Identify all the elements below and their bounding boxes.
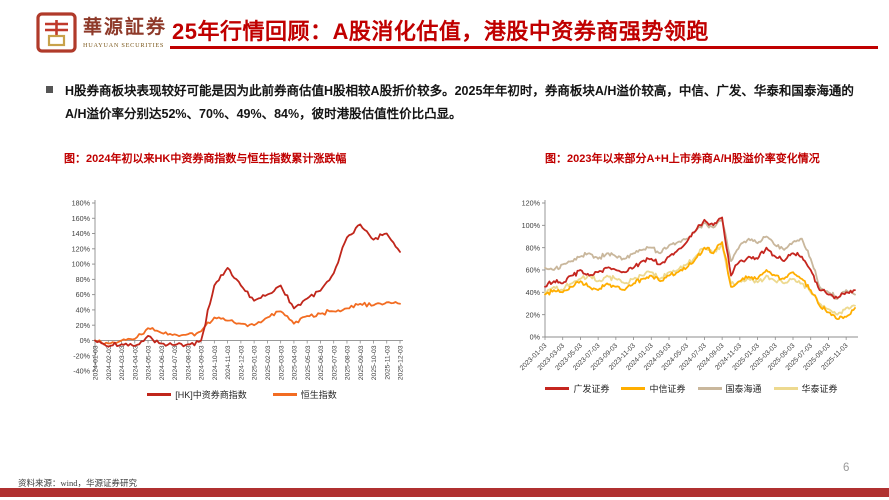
svg-text:2024-06-03: 2024-06-03 [159,345,166,380]
svg-text:2024-12-03: 2024-12-03 [238,345,245,380]
left-chart-canvas: -40% -20% 0% 20% 40% 60% 80% 100% 120% 140% 160% 18… [72,199,405,381]
svg-text:2024-08-03: 2024-08-03 [185,345,192,380]
legend-item: 中信证券 [621,382,686,395]
legend-item: 国泰海通 [697,382,762,395]
right-chart-legend: 广发证券 中信证券 国泰海通 华泰证券 [505,382,878,395]
bullet-text: H股券商板块表现较好可能是因为此前券商估值H股相较A股折价较多。2025年年初时… [65,84,854,122]
svg-text:2025-05-03: 2025-05-03 [305,345,312,380]
svg-text:2024-05-03: 2024-05-03 [146,345,153,380]
bullet-marker-icon [46,86,53,93]
legend-item: [HK]中资券商指数 [147,388,247,401]
svg-text:100%: 100% [522,221,541,230]
logo-text: 華源証券 HUAYUAN SECURITIES [83,16,193,49]
svg-text:40%: 40% [526,288,541,297]
svg-text:80%: 80% [526,243,541,252]
svg-text:120%: 120% [522,199,541,208]
svg-text:2024-03-03: 2024-03-03 [119,345,126,380]
page-number: 6 [843,462,850,474]
series-line-广发证券 [544,216,856,300]
legend-item: 恒生指数 [272,388,337,401]
right-chart-canvas: 0%20%40%60%80%100%120%2023-01-032023-03-… [519,199,858,372]
svg-text:100%: 100% [72,260,91,269]
svg-text:-40%: -40% [73,367,90,376]
legend-label: [HK]中资券商指数 [175,390,247,400]
svg-text:2025-10-03: 2025-10-03 [371,345,378,380]
svg-text:80%: 80% [76,275,91,284]
svg-text:0%: 0% [530,333,541,342]
svg-text:2025-09-03: 2025-09-03 [358,345,365,380]
svg-text:2025-04-03: 2025-04-03 [292,345,299,380]
svg-text:2025-03-03: 2025-03-03 [278,345,285,380]
page-title: 25年行情回顾：A股消化估值，港股中资券商强势领跑 [172,19,709,44]
title-rule [170,46,878,49]
svg-text:60%: 60% [526,266,541,275]
legend-item: 华泰证券 [773,382,838,395]
series-line-国泰海通 [544,218,856,300]
legend-line-swatch [621,387,646,390]
legend-label: 华泰证券 [801,384,838,394]
svg-text:60%: 60% [76,290,91,299]
right-chart-title: 图：2023年以来部分A+H上市券商A/H股溢价率变化情况 [545,153,820,165]
svg-text:-20%: -20% [73,351,90,360]
bullet-row: H股券商板块表现较好可能是因为此前券商估值H股相较A股折价较多。2025年年初时… [46,80,854,126]
legend-label: 广发证券 [573,384,610,394]
logo-name-en: HUAYUAN SECURITIES [83,42,165,49]
svg-text:2025-07-03: 2025-07-03 [331,345,338,380]
series-line-[HK]中资券商指数 [94,223,401,348]
svg-text:2024-10-03: 2024-10-03 [212,345,219,380]
svg-text:2025-01-03: 2025-01-03 [252,345,259,380]
svg-text:2024-11-03: 2024-11-03 [225,345,232,379]
svg-text:2024-07-03: 2024-07-03 [172,345,179,380]
source-note: 资料来源：wind，华源证券研究 [18,478,138,488]
svg-text:2024-01-03: 2024-01-03 [93,345,100,380]
left-chart-legend: [HK]中资券商指数 恒生指数 [56,388,428,401]
legend-label: 中信证券 [649,384,686,394]
svg-text:160%: 160% [72,214,91,223]
left-chart-title: 图：2024年初以来HK中资券商指数与恒生指数累计涨跌幅 [64,153,347,165]
svg-text:180%: 180% [72,199,91,208]
legend-item: 广发证券 [545,382,609,395]
legend-line-swatch [147,393,172,396]
legend-line-swatch [545,387,570,390]
svg-text:2024-02-03: 2024-02-03 [106,345,113,380]
bottom-accent-bar [0,488,889,497]
legend-label: 国泰海通 [725,384,762,394]
logo-name-cn: 華源証券 [83,17,168,38]
svg-text:140%: 140% [72,229,91,238]
svg-text:2024-04-03: 2024-04-03 [132,345,139,380]
svg-text:20%: 20% [76,321,91,330]
svg-text:2025-08-03: 2025-08-03 [345,345,352,380]
legend-line-swatch [272,393,297,396]
svg-text:120%: 120% [72,244,91,253]
svg-text:40%: 40% [76,306,91,315]
legend-line-swatch [697,387,722,390]
series-line-华泰证券 [544,244,856,316]
legend-line-swatch [773,387,798,390]
legend-label: 恒生指数 [300,390,337,400]
svg-text:20%: 20% [526,310,541,319]
svg-text:2025-11-03: 2025-11-03 [384,345,391,379]
huayuan-seal-icon [36,12,77,53]
svg-text:2024-09-03: 2024-09-03 [199,345,206,380]
svg-text:2025-06-03: 2025-06-03 [318,345,325,380]
svg-text:0%: 0% [80,336,91,345]
svg-text:2025-12-03: 2025-12-03 [398,345,405,380]
series-line-中信证券 [544,241,856,320]
series-line-恒生指数 [94,301,401,346]
svg-text:2025-02-03: 2025-02-03 [265,345,272,380]
